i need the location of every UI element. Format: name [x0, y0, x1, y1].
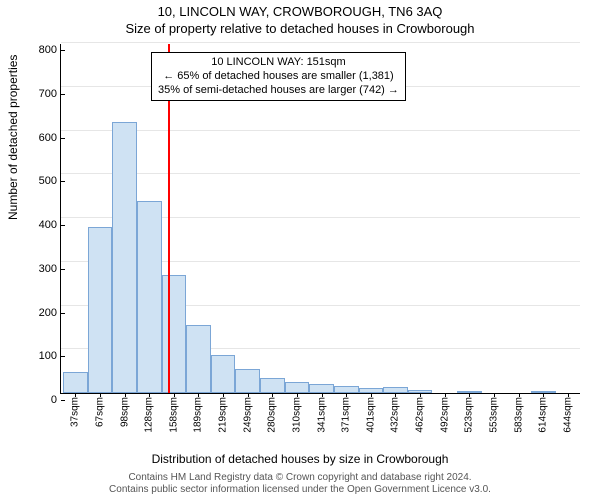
gridline	[61, 42, 580, 43]
y-axis-label: Number of detached properties	[6, 55, 20, 220]
y-tick-label: 100	[21, 350, 61, 362]
bar	[260, 378, 285, 393]
x-tick-label: 401sqm	[365, 393, 376, 433]
title-line-1: 10, LINCOLN WAY, CROWBOROUGH, TN6 3AQ	[0, 0, 600, 19]
x-tick-label: 189sqm	[193, 393, 204, 433]
bar	[211, 355, 236, 394]
x-tick-label: 341sqm	[316, 393, 327, 433]
y-tick-label: 300	[21, 263, 61, 275]
bar-slot: 644sqm	[556, 44, 581, 393]
bar	[63, 372, 88, 393]
bar	[285, 382, 310, 393]
bar-slot: 553sqm	[482, 44, 507, 393]
bar-slot: 523sqm	[457, 44, 482, 393]
x-tick-label: 583sqm	[513, 393, 524, 433]
bar	[112, 122, 137, 393]
footnote-line-2: Contains public sector information licen…	[0, 484, 600, 496]
y-tick-label: 500	[21, 175, 61, 187]
x-tick-label: 67sqm	[94, 393, 105, 427]
histogram-chart: 37sqm67sqm98sqm128sqm158sqm189sqm219sqm2…	[60, 44, 580, 394]
footnote-line-1: Contains HM Land Registry data © Crown c…	[0, 472, 600, 484]
x-tick-label: 553sqm	[488, 393, 499, 433]
y-tick-label: 700	[21, 88, 61, 100]
bar-slot: 614sqm	[531, 44, 556, 393]
x-tick-label: 249sqm	[242, 393, 253, 433]
x-tick-label: 310sqm	[291, 393, 302, 433]
x-tick-label: 644sqm	[562, 393, 573, 433]
y-tick-label: 200	[21, 307, 61, 319]
bar-slot: 492sqm	[432, 44, 457, 393]
x-tick-label: 98sqm	[119, 393, 130, 427]
x-axis-label: Distribution of detached houses by size …	[0, 452, 600, 466]
x-tick-label: 128sqm	[144, 393, 155, 433]
x-tick-label: 280sqm	[267, 393, 278, 433]
bar	[88, 227, 113, 393]
x-tick-label: 158sqm	[168, 393, 179, 433]
x-tick-label: 432sqm	[390, 393, 401, 433]
bar-slot: 67sqm	[88, 44, 113, 393]
y-tick-label: 800	[21, 44, 61, 56]
y-tick-label: 600	[21, 132, 61, 144]
bar-slot: 37sqm	[63, 44, 88, 393]
x-tick-label: 492sqm	[439, 393, 450, 433]
bar-slot: 583sqm	[506, 44, 531, 393]
bar	[162, 275, 187, 393]
bar	[235, 369, 260, 393]
x-tick-label: 523sqm	[464, 393, 475, 433]
bar	[137, 201, 162, 394]
x-tick-label: 462sqm	[415, 393, 426, 433]
title-line-2: Size of property relative to detached ho…	[0, 19, 600, 38]
bar-slot: 98sqm	[112, 44, 137, 393]
bar-slot: 462sqm	[408, 44, 433, 393]
y-tick-label: 400	[21, 219, 61, 231]
footnote: Contains HM Land Registry data © Crown c…	[0, 472, 600, 496]
bar	[186, 325, 211, 393]
x-tick-label: 614sqm	[538, 393, 549, 433]
bar	[309, 384, 334, 393]
x-tick-label: 37sqm	[70, 393, 81, 427]
annotation-line: 10 LINCOLN WAY: 151sqm	[158, 56, 399, 70]
x-tick-label: 371sqm	[341, 393, 352, 433]
annotation-line: ← 65% of detached houses are smaller (1,…	[158, 70, 399, 84]
y-tick-label: 0	[21, 394, 61, 406]
x-tick-label: 219sqm	[218, 393, 229, 433]
annotation-box: 10 LINCOLN WAY: 151sqm← 65% of detached …	[151, 52, 406, 101]
annotation-line: 35% of semi-detached houses are larger (…	[158, 84, 399, 98]
